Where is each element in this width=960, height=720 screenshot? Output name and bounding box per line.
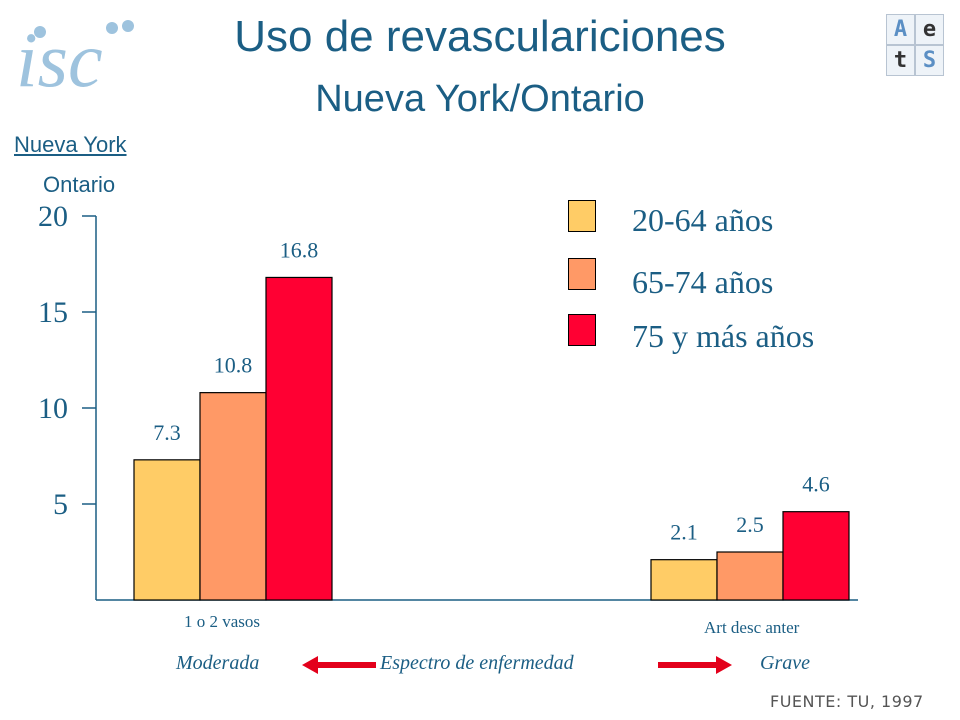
- aets-letter-a: A: [886, 14, 915, 45]
- aets-letter-s: S: [915, 45, 944, 76]
- spectrum-middle-label: Espectro de enfermedad: [380, 652, 574, 674]
- aets-letter-e: e: [915, 14, 944, 45]
- y-tick-label: 10: [38, 392, 68, 425]
- spectrum-left-label: Moderada: [176, 652, 260, 674]
- bar-data-label: 10.8: [214, 353, 253, 378]
- legend-label-20-64: 20-64 años: [632, 202, 774, 238]
- isc-logo: isc: [16, 16, 134, 100]
- bar: [265, 276, 333, 601]
- legend-label-75-plus: 75 y más años: [632, 318, 815, 354]
- y-tick-label: 5: [53, 488, 68, 521]
- arrow-right-icon: [658, 656, 732, 674]
- category-label-art-desc-anter: Art desc anter: [704, 618, 800, 637]
- chart-subtitle: Nueva York/Ontario: [315, 78, 645, 120]
- ontario-label: Ontario: [43, 172, 116, 197]
- source-footer: FUENTE: TU, 1997: [770, 692, 924, 711]
- bar: [199, 392, 267, 601]
- aets-letter-t: t: [886, 45, 915, 76]
- bar: [782, 511, 850, 601]
- category-label-1-2-vasos: 1 o 2 vasos: [184, 612, 261, 631]
- bar-data-label: 7.3: [153, 420, 181, 445]
- legend-swatch-20-64: [568, 200, 596, 232]
- legend-swatch-75-plus: [568, 314, 596, 346]
- arrow-left-icon: [302, 656, 376, 674]
- bar-data-label: 2.5: [736, 512, 764, 537]
- bar: [650, 559, 718, 601]
- bar-data-label: 4.6: [802, 472, 830, 497]
- bar-data-label: 2.1: [670, 520, 698, 545]
- bar-data-label: 16.8: [280, 237, 319, 262]
- y-tick-label: 20: [38, 200, 68, 233]
- chart-title: Uso de revasculariciones: [234, 12, 726, 61]
- aets-logo: A e t S: [886, 14, 948, 84]
- y-tick-label: 15: [38, 296, 68, 329]
- bar: [133, 459, 201, 601]
- bar: [716, 551, 784, 601]
- legend-swatch-65-74: [568, 258, 596, 290]
- legend-label-65-74: 65-74 años: [632, 264, 774, 300]
- nueva-york-label: Nueva York: [14, 132, 127, 157]
- spectrum-right-label: Grave: [760, 652, 810, 674]
- isc-logo-text: isc: [16, 16, 103, 100]
